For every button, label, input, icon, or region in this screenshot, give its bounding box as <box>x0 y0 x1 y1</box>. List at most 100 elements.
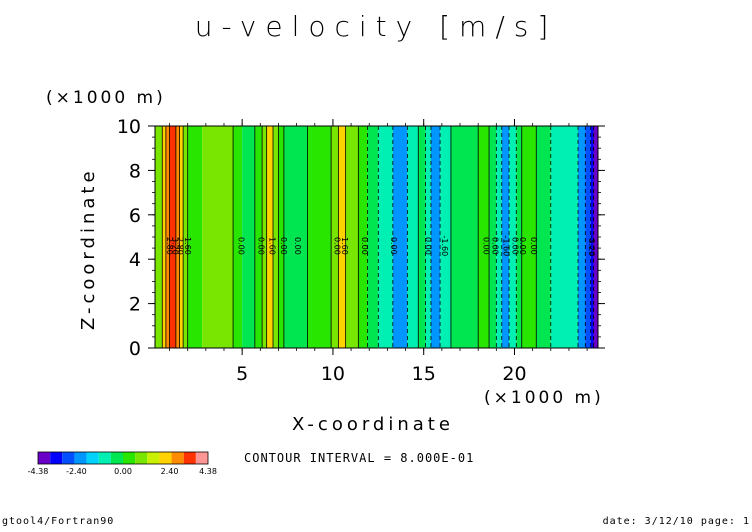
shaded-band <box>165 126 170 348</box>
colorbar-label: -2.40 <box>66 467 87 476</box>
shaded-band <box>378 126 393 348</box>
colorbar-swatch <box>86 452 99 464</box>
contour-label: -1.60 <box>502 236 511 257</box>
shaded-band <box>367 126 379 348</box>
shaded-band <box>283 126 308 348</box>
contour-label: 1.60 <box>267 237 276 255</box>
x-axis-label: X-coordinate <box>292 414 454 435</box>
shaded-band <box>266 126 274 348</box>
colorbar-label: 0.00 <box>114 467 132 476</box>
contour-label: 0.00 <box>360 237 369 255</box>
shaded-band <box>179 126 184 348</box>
shaded-band <box>254 126 263 348</box>
y-axis-unit: (×1000 m) <box>46 88 166 108</box>
shaded-band <box>331 126 339 348</box>
contour-label: 3.20 <box>170 237 179 255</box>
shaded-band <box>338 126 346 348</box>
contour-label: 0.00 <box>424 237 433 255</box>
y-axis-label: Z-coordinate <box>78 167 99 330</box>
shaded-band <box>278 126 284 348</box>
y-tick-label: 8 <box>129 160 141 182</box>
contour-label: 0.00 <box>256 237 265 255</box>
shaded-band <box>521 126 537 348</box>
shaded-band <box>425 126 431 348</box>
colorbar-label: -4.38 <box>28 467 49 476</box>
y-tick-label: 4 <box>129 249 141 271</box>
shaded-band <box>307 126 332 348</box>
contour-label: -1.60 <box>440 236 449 257</box>
contour-label: 0.00 <box>389 237 398 255</box>
shaded-band <box>407 126 419 348</box>
shaded-band <box>155 126 163 348</box>
shaded-band <box>585 126 591 348</box>
shaded-band <box>345 126 359 348</box>
shaded-band <box>418 126 426 348</box>
colorbar-swatch <box>195 452 208 464</box>
shaded-band <box>392 126 408 348</box>
shaded-band <box>440 126 451 348</box>
colorbar-swatch <box>98 452 111 464</box>
colorbar-swatch <box>110 452 123 464</box>
shaded-band <box>175 126 180 348</box>
colorbar-swatch <box>147 452 160 464</box>
x-tick-label: 5 <box>236 363 248 385</box>
shaded-band <box>242 126 255 348</box>
contour-label: 2.80 <box>165 237 174 255</box>
shaded-band <box>593 126 598 348</box>
x-axis-unit: (×1000 m) <box>484 388 604 408</box>
contour-label: 1.60 <box>183 237 192 255</box>
shaded-band <box>550 126 579 348</box>
colorbar-swatch <box>50 452 63 464</box>
x-tick-label: 15 <box>412 363 436 385</box>
contour-label: 0.00 <box>279 237 288 255</box>
contour-interval-label: CONTOUR INTERVAL = 8.000E-01 <box>244 451 475 465</box>
shaded-band <box>450 126 479 348</box>
colorbar-swatch <box>123 452 136 464</box>
shaded-band <box>183 126 188 348</box>
y-tick-label: 10 <box>117 116 141 138</box>
contour-label: 0.00 <box>529 237 538 255</box>
colorbar-swatch <box>171 452 184 464</box>
contour-label: 1.60 <box>340 237 349 255</box>
contour-label: 0.00 <box>293 237 302 255</box>
colorbar-label: 2.40 <box>161 467 179 476</box>
contour-label: 0.00 <box>237 237 246 255</box>
x-tick-label: 10 <box>321 363 345 385</box>
colorbar-swatch <box>74 452 87 464</box>
shaded-band <box>536 126 551 348</box>
colorbar-label: 4.38 <box>199 467 217 476</box>
shaded-band <box>578 126 586 348</box>
shaded-band <box>430 126 441 348</box>
shaded-band <box>496 126 502 348</box>
colorbar-swatch <box>62 452 75 464</box>
colorbar-swatch <box>159 452 172 464</box>
shaded-band <box>590 126 594 348</box>
y-tick-label: 2 <box>129 294 141 316</box>
x-tick-label: 20 <box>502 363 526 385</box>
shaded-band <box>489 126 497 348</box>
colorbar-frame <box>37 451 209 465</box>
shaded-band <box>262 126 267 348</box>
contour-label: 0.00 <box>511 237 520 255</box>
contour-label: -3.20 <box>587 236 596 257</box>
shaded-band <box>478 126 490 348</box>
shaded-band <box>501 126 510 348</box>
shaded-band <box>509 126 517 348</box>
chart-title: u-velocity [m/s] <box>194 10 558 43</box>
shaded-band <box>233 126 243 348</box>
contour-label: 0.00 <box>482 237 491 255</box>
footer-left: gtool4/Fortran90 <box>2 516 115 527</box>
shaded-band <box>169 126 176 348</box>
shaded-band <box>162 126 166 348</box>
footer-right: date: 3/12/10 page: 1 <box>602 516 750 527</box>
contour-label: 0.00 <box>333 237 342 255</box>
colorbar-swatch <box>183 452 196 464</box>
y-tick-label: 6 <box>129 205 141 227</box>
contour-label: 0.00 <box>518 237 527 255</box>
shaded-band <box>358 126 368 348</box>
shaded-band <box>202 126 234 348</box>
contour-label: 2.80 <box>176 237 185 255</box>
shaded-band <box>273 126 279 348</box>
